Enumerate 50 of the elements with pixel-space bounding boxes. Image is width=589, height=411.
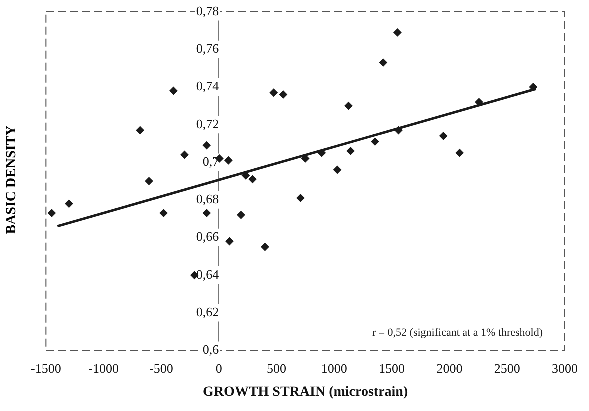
x-tick-label: -500	[150, 360, 174, 376]
y-tick-label: 0,62	[196, 304, 220, 320]
y-tick-label: 0,72	[196, 116, 220, 132]
point	[136, 126, 144, 135]
point	[237, 211, 246, 220]
point	[224, 156, 233, 165]
point	[318, 149, 326, 158]
y-tick-label: 0,78	[196, 3, 220, 18]
point	[394, 126, 403, 135]
annotation: r = 0,52 (significant at a 1% threshold)	[372, 326, 544, 339]
point	[334, 166, 342, 174]
point	[261, 243, 270, 252]
x-tick-label: 1500	[379, 360, 406, 376]
point	[379, 58, 388, 67]
point	[296, 194, 305, 202]
y-tick-label: 0,64	[196, 266, 220, 282]
x-tick-label: -1000	[88, 360, 119, 376]
point	[145, 177, 154, 186]
point	[440, 132, 448, 140]
point	[344, 102, 353, 110]
x-tick-label: 3000	[552, 360, 578, 376]
point	[529, 83, 538, 92]
point	[180, 150, 189, 159]
x-axis-title: GROWTH STRAIN (microstrain)	[203, 385, 408, 400]
x-tick-label: 2000	[436, 360, 463, 376]
x-tick-label: 0	[216, 360, 222, 376]
point	[48, 209, 56, 218]
point	[170, 87, 178, 96]
x-tick-label: 500	[267, 360, 287, 376]
point	[371, 138, 380, 146]
x-tick-label: -1500	[30, 360, 62, 376]
point	[65, 200, 74, 208]
y-tick-label: 0,74	[196, 78, 220, 94]
y-tick-label: 0,66	[196, 229, 220, 244]
y-axis-title: BASIC DENSITY	[4, 126, 20, 234]
point	[346, 147, 355, 156]
y-tick-label: 0,6	[202, 342, 220, 358]
point	[394, 28, 402, 37]
point	[226, 237, 234, 246]
y-tick-label: 0,76	[196, 41, 220, 56]
point	[160, 209, 168, 218]
point	[279, 90, 288, 99]
x-tick-label: 2500	[494, 360, 520, 376]
y-tick-label: 0,68	[196, 192, 220, 207]
point	[270, 88, 278, 97]
point	[248, 175, 257, 184]
point	[202, 209, 211, 218]
x-tick-label: 1000	[321, 360, 348, 376]
point	[456, 149, 464, 158]
point	[202, 142, 211, 150]
